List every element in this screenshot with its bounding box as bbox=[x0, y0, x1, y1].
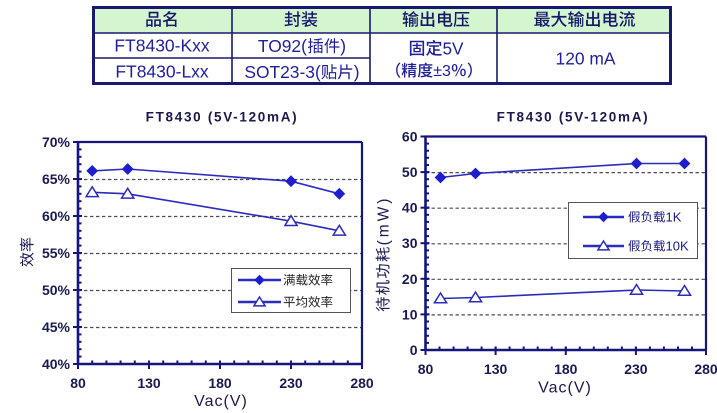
svg-text:0: 0 bbox=[410, 342, 418, 358]
svg-text:Vac(V): Vac(V) bbox=[538, 380, 592, 397]
svg-text:Vac(V): Vac(V) bbox=[194, 393, 248, 410]
svg-text:50%: 50% bbox=[42, 282, 71, 298]
svg-text:180: 180 bbox=[554, 361, 578, 377]
svg-text:65%: 65% bbox=[42, 171, 71, 187]
svg-text:130: 130 bbox=[484, 361, 508, 377]
svg-text:): ) bbox=[340, 36, 346, 56]
svg-text:FT8430 (5V-120mA): FT8430 (5V-120mA) bbox=[497, 110, 650, 125]
svg-text:180: 180 bbox=[208, 375, 232, 391]
svg-text:45%: 45% bbox=[42, 319, 71, 335]
svg-text:280: 280 bbox=[694, 361, 717, 377]
svg-text:280: 280 bbox=[350, 375, 374, 391]
svg-text:FT8430 (5V-120mA): FT8430 (5V-120mA) bbox=[146, 110, 299, 125]
svg-text:50: 50 bbox=[402, 164, 418, 180]
svg-text:): ) bbox=[354, 62, 360, 82]
svg-text:FT8430-Kxx: FT8430-Kxx bbox=[114, 36, 210, 56]
svg-text:±3: ±3 bbox=[433, 63, 451, 80]
svg-text:30: 30 bbox=[402, 235, 418, 251]
svg-text:40: 40 bbox=[402, 200, 418, 216]
svg-text:10K: 10K bbox=[666, 239, 689, 254]
svg-text:230: 230 bbox=[279, 375, 303, 391]
svg-text:FT8430-Lxx: FT8430-Lxx bbox=[115, 62, 209, 82]
svg-text:60%: 60% bbox=[42, 208, 71, 224]
svg-text:1K: 1K bbox=[666, 210, 682, 225]
svg-text:80: 80 bbox=[418, 361, 434, 377]
svg-text:SOT23-3(: SOT23-3( bbox=[244, 62, 321, 82]
svg-text:130: 130 bbox=[137, 375, 161, 391]
svg-text:60: 60 bbox=[402, 129, 418, 145]
svg-text:120 mA: 120 mA bbox=[556, 49, 616, 69]
svg-text:10: 10 bbox=[402, 306, 418, 322]
svg-text:TO92(: TO92( bbox=[258, 36, 307, 56]
svg-text:20: 20 bbox=[402, 271, 418, 287]
svg-text:70%: 70% bbox=[42, 134, 71, 150]
svg-text:5V: 5V bbox=[443, 38, 465, 58]
svg-text:40%: 40% bbox=[42, 356, 71, 372]
svg-text:(mW): (mW) bbox=[375, 196, 392, 246]
svg-text:55%: 55% bbox=[42, 245, 71, 261]
svg-text:230: 230 bbox=[624, 361, 648, 377]
svg-text:80: 80 bbox=[70, 375, 86, 391]
